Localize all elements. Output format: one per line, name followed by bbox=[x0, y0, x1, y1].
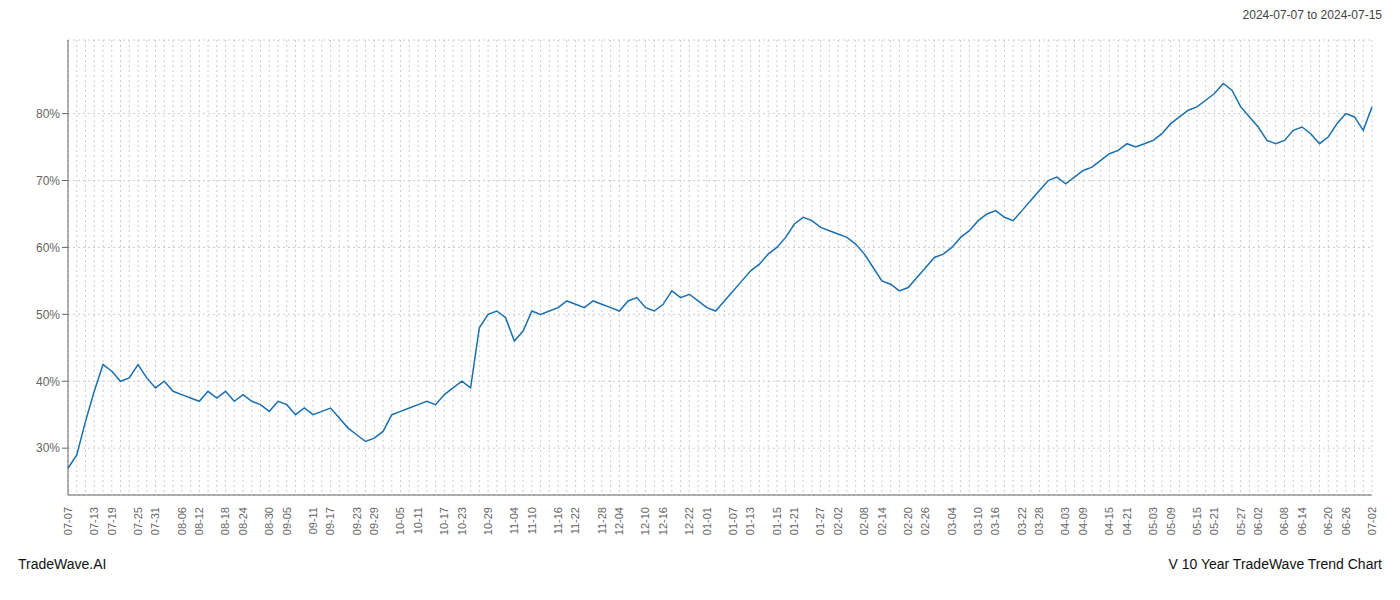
svg-text:11-04: 11-04 bbox=[508, 507, 520, 534]
html-text:V 10 Year TradeWave Trend Char: V 10 Year TradeWave Trend Chart bbox=[1168, 556, 1382, 572]
svg-text:06-14: 06-14 bbox=[1296, 507, 1308, 535]
svg-text:08-24: 08-24 bbox=[237, 507, 249, 535]
svg-text:01-15: 01-15 bbox=[771, 507, 783, 535]
svg-text:02-08: 02-08 bbox=[858, 507, 870, 535]
html-text:2024-07-07 to 2024-07-15: 2024-07-07 to 2024-07-15 bbox=[1242, 8, 1382, 22]
svg-text:07-02: 07-02 bbox=[1366, 507, 1378, 535]
svg-text:10-17: 10-17 bbox=[438, 507, 450, 535]
svg-text:10-29: 10-29 bbox=[482, 507, 494, 535]
svg-text:03-10: 03-10 bbox=[972, 507, 984, 535]
svg-text:01-07: 01-07 bbox=[727, 507, 739, 535]
svg-text:04-15: 04-15 bbox=[1103, 507, 1115, 535]
svg-text:10-11: 10-11 bbox=[412, 507, 424, 534]
svg-text:07-13: 07-13 bbox=[88, 507, 100, 535]
svg-text:60%: 60% bbox=[36, 241, 60, 255]
svg-text:04-03: 04-03 bbox=[1060, 507, 1072, 535]
svg-text:11-16: 11-16 bbox=[552, 507, 564, 534]
svg-text:11-22: 11-22 bbox=[569, 507, 581, 534]
svg-text:04-09: 04-09 bbox=[1077, 507, 1089, 535]
svg-text:06-20: 06-20 bbox=[1322, 507, 1334, 535]
svg-text:03-28: 03-28 bbox=[1033, 507, 1045, 535]
svg-text:08-06: 08-06 bbox=[176, 507, 188, 535]
svg-text:10-23: 10-23 bbox=[456, 507, 468, 535]
svg-text:40%: 40% bbox=[36, 375, 60, 389]
svg-text:05-09: 05-09 bbox=[1165, 507, 1177, 535]
svg-text:05-03: 05-03 bbox=[1147, 507, 1159, 535]
svg-text:70%: 70% bbox=[36, 174, 60, 188]
svg-text:03-22: 03-22 bbox=[1016, 507, 1028, 535]
svg-text:07-07: 07-07 bbox=[62, 507, 74, 535]
svg-text:08-12: 08-12 bbox=[193, 507, 205, 535]
svg-text:02-14: 02-14 bbox=[876, 507, 888, 535]
svg-text:08-18: 08-18 bbox=[219, 507, 231, 535]
svg-text:01-21: 01-21 bbox=[788, 507, 800, 535]
svg-text:01-27: 01-27 bbox=[814, 507, 826, 535]
svg-text:30%: 30% bbox=[36, 441, 60, 455]
svg-text:11-10: 11-10 bbox=[526, 507, 538, 534]
svg-text:01-01: 01-01 bbox=[701, 507, 713, 535]
svg-text:09-11: 09-11 bbox=[307, 507, 319, 534]
svg-text:12-04: 12-04 bbox=[613, 507, 625, 535]
svg-text:07-25: 07-25 bbox=[132, 507, 144, 535]
svg-text:80%: 80% bbox=[36, 107, 60, 121]
svg-text:09-23: 09-23 bbox=[351, 507, 363, 535]
svg-text:03-04: 03-04 bbox=[946, 507, 958, 535]
svg-text:05-27: 05-27 bbox=[1235, 507, 1247, 535]
svg-text:06-26: 06-26 bbox=[1340, 507, 1352, 535]
svg-text:12-10: 12-10 bbox=[639, 507, 651, 535]
svg-text:02-26: 02-26 bbox=[919, 507, 931, 535]
svg-text:01-13: 01-13 bbox=[744, 507, 756, 535]
svg-text:12-16: 12-16 bbox=[657, 507, 669, 535]
svg-text:02-20: 02-20 bbox=[902, 507, 914, 535]
svg-text:02-02: 02-02 bbox=[832, 507, 844, 535]
html-text:TradeWave.AI: TradeWave.AI bbox=[18, 556, 107, 572]
svg-text:03-16: 03-16 bbox=[989, 507, 1001, 535]
svg-text:12-22: 12-22 bbox=[683, 507, 695, 535]
svg-text:06-08: 06-08 bbox=[1278, 507, 1290, 535]
svg-text:10-05: 10-05 bbox=[394, 507, 406, 535]
svg-text:09-29: 09-29 bbox=[368, 507, 380, 535]
svg-text:09-17: 09-17 bbox=[324, 507, 336, 535]
svg-text:06-02: 06-02 bbox=[1252, 507, 1264, 535]
svg-text:07-19: 07-19 bbox=[106, 507, 118, 535]
svg-text:05-15: 05-15 bbox=[1191, 507, 1203, 535]
svg-text:50%: 50% bbox=[36, 308, 60, 322]
svg-text:08-30: 08-30 bbox=[263, 507, 275, 535]
svg-text:11-28: 11-28 bbox=[596, 507, 608, 534]
svg-text:05-21: 05-21 bbox=[1208, 507, 1220, 535]
svg-text:04-21: 04-21 bbox=[1121, 507, 1133, 535]
svg-text:07-31: 07-31 bbox=[149, 507, 161, 535]
svg-text:09-05: 09-05 bbox=[281, 507, 293, 535]
